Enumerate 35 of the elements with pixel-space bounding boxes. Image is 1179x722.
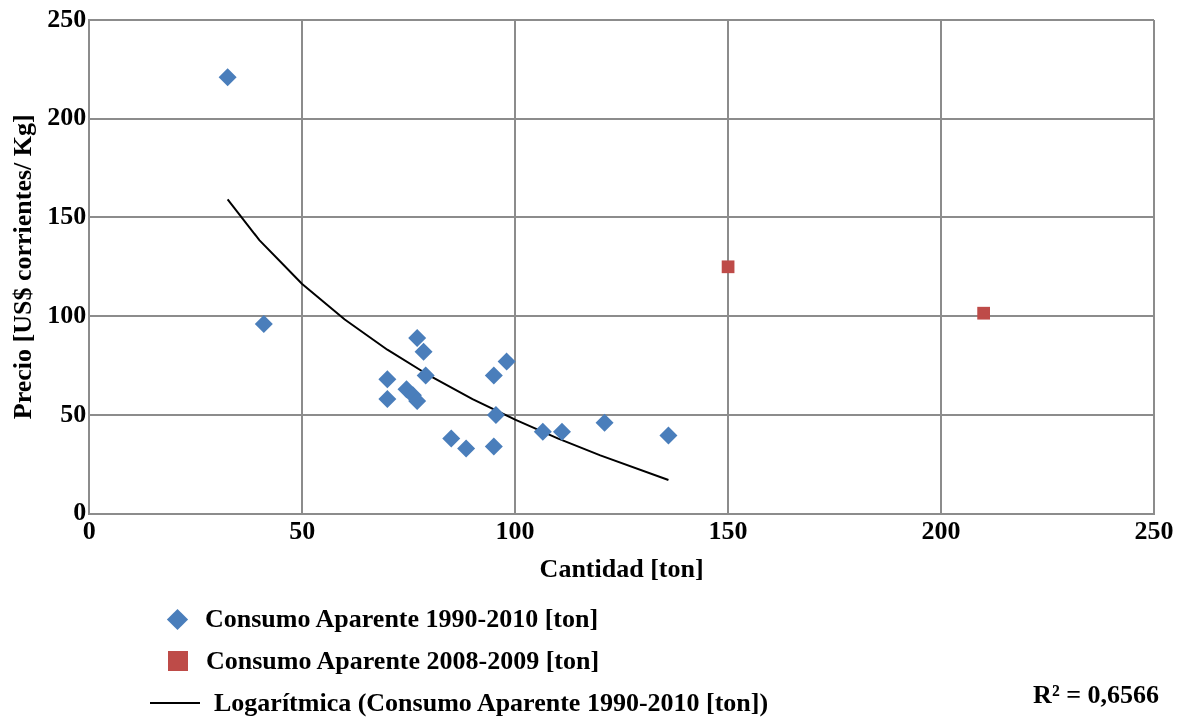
point — [486, 405, 505, 424]
y-tick-label: 200 — [47, 102, 87, 132]
point — [533, 422, 552, 441]
point — [254, 315, 273, 334]
point — [977, 306, 990, 320]
y-tick-label: 250 — [47, 3, 87, 33]
x-tick-label: 50 — [289, 515, 316, 545]
legend-label: Consumo Aparente 2008-2009 [ton] — [206, 646, 600, 676]
legend-label: Logarítmica (Consumo Aparente 1990-2010 [ton]) — [214, 688, 769, 718]
x-tick-label: 250 — [1134, 515, 1174, 545]
point — [721, 260, 735, 274]
point — [416, 366, 435, 385]
y-tick-label: 100 — [47, 299, 87, 329]
point — [497, 352, 516, 371]
point — [408, 328, 427, 347]
y-axis-title: Precio [US$ corrientes/ Kg] — [8, 114, 38, 420]
point — [442, 429, 461, 448]
point — [595, 413, 614, 432]
x-tick-label: 100 — [495, 515, 535, 545]
x-axis-title: Cantidad [ton] — [539, 554, 704, 584]
point — [414, 342, 433, 361]
point — [552, 422, 571, 441]
point — [378, 390, 397, 409]
y-tick-label: 150 — [47, 201, 87, 231]
point — [378, 370, 397, 389]
x-tick-label: 150 — [708, 515, 748, 545]
legend-label: Consumo Aparente 1990-2010 [ton] — [205, 604, 599, 634]
point — [457, 439, 476, 458]
x-tick-label: 200 — [921, 515, 961, 545]
point — [218, 68, 237, 87]
text: R² = 0,6566 — [1033, 680, 1159, 710]
y-tick-label: 50 — [60, 398, 87, 428]
point — [659, 426, 678, 445]
point — [484, 366, 503, 385]
point — [484, 437, 503, 456]
